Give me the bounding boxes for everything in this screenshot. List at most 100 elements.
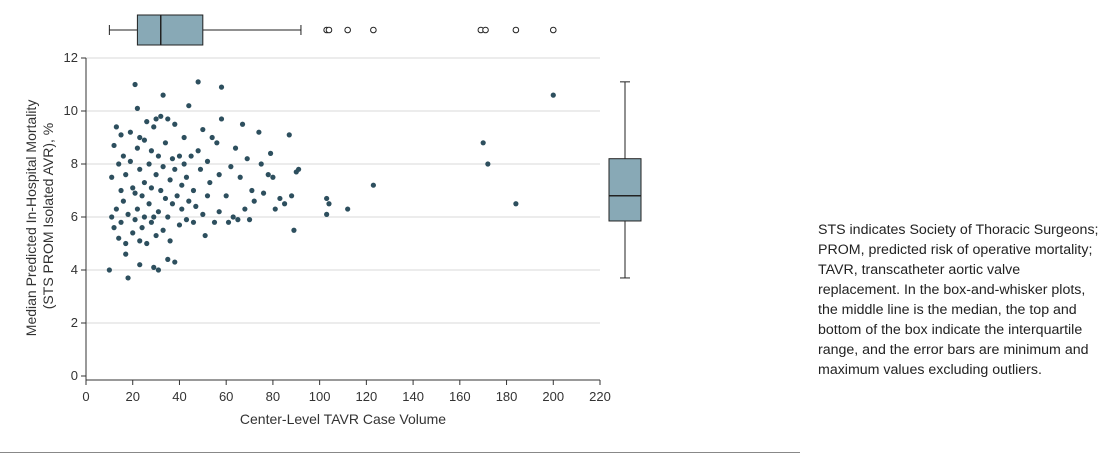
data-point	[209, 134, 215, 141]
data-point	[223, 193, 229, 199]
data-point	[141, 137, 148, 143]
x-tick-label: 40	[172, 389, 186, 404]
x-tick-label: 180	[496, 389, 518, 404]
y-axis-title: Median Predicted In-Hospital Mortality (…	[23, 96, 56, 336]
data-point	[169, 156, 176, 162]
data-point	[235, 217, 241, 223]
x-tick-label: 20	[125, 389, 139, 404]
data-point	[120, 153, 126, 159]
data-point	[291, 227, 297, 233]
data-point	[370, 182, 376, 188]
data-point	[116, 235, 122, 241]
data-point	[179, 182, 185, 188]
data-point	[244, 156, 250, 162]
data-point	[155, 153, 162, 159]
data-point	[151, 264, 157, 270]
data-point	[153, 172, 159, 178]
data-point	[485, 161, 491, 167]
y-tick-label: 8	[71, 156, 78, 171]
data-point	[139, 193, 145, 199]
data-point	[120, 198, 126, 204]
data-point	[151, 124, 157, 130]
data-point	[113, 206, 119, 212]
data-point	[228, 164, 234, 170]
data-point	[179, 206, 185, 212]
data-point	[146, 161, 152, 167]
x-box-outlier	[344, 26, 351, 34]
scatter-points	[106, 79, 556, 281]
data-point	[260, 190, 267, 196]
data-point	[183, 217, 190, 223]
data-point	[218, 116, 225, 122]
data-point	[134, 145, 140, 151]
x-boxplot	[108, 14, 557, 46]
data-point	[132, 190, 138, 196]
data-point	[272, 206, 278, 212]
data-point	[127, 129, 133, 135]
data-point	[139, 225, 145, 231]
data-point	[155, 267, 162, 273]
x-tick-label: 80	[266, 389, 280, 404]
x-tick-label: 160	[449, 389, 471, 404]
data-point	[183, 174, 190, 180]
data-point	[165, 214, 171, 220]
data-point	[172, 166, 178, 172]
data-point	[137, 238, 143, 244]
data-point	[324, 195, 330, 202]
data-point	[148, 148, 155, 154]
data-point	[148, 185, 155, 191]
data-point	[160, 164, 166, 170]
data-point	[277, 195, 283, 202]
data-point	[162, 140, 169, 146]
data-point	[169, 201, 176, 207]
y-tick-label: 6	[71, 209, 78, 224]
y-box-iqr	[608, 158, 642, 222]
data-point	[286, 132, 292, 138]
x-tick-label: 100	[309, 389, 331, 404]
data-point	[176, 222, 183, 228]
data-point	[216, 172, 222, 178]
data-point	[137, 262, 143, 268]
data-point	[165, 116, 171, 122]
data-point	[141, 179, 148, 186]
data-point	[190, 219, 197, 225]
y-axis-title-line-2: (STS PROM Isolated AVR), %	[40, 123, 56, 309]
data-point	[137, 166, 143, 172]
data-point	[211, 219, 218, 225]
data-point	[172, 259, 178, 265]
data-point	[167, 238, 173, 244]
data-point	[296, 166, 302, 172]
y-tick-label: 12	[64, 50, 78, 65]
data-point	[186, 198, 192, 204]
data-point	[167, 177, 173, 183]
x-box-outlier	[512, 26, 520, 34]
data-point	[158, 187, 164, 194]
data-point	[158, 113, 164, 119]
data-point	[181, 134, 187, 141]
x-tick-label: 220	[589, 389, 611, 404]
data-point	[281, 201, 288, 207]
data-point	[111, 142, 117, 149]
data-point	[200, 211, 206, 217]
data-point	[195, 79, 201, 85]
data-point	[116, 161, 122, 167]
data-point	[174, 193, 180, 199]
x-tick-label: 60	[219, 389, 233, 404]
data-point	[118, 132, 124, 138]
data-point	[188, 153, 194, 159]
data-point	[204, 158, 211, 164]
data-point	[197, 166, 204, 172]
data-point	[155, 209, 162, 215]
data-point	[207, 179, 213, 186]
data-point	[249, 187, 255, 194]
x-box-outlier	[549, 26, 557, 34]
data-point	[109, 214, 115, 220]
data-point	[513, 201, 519, 207]
data-point	[123, 172, 129, 178]
data-point	[125, 275, 131, 281]
data-point	[195, 148, 201, 154]
data-point	[137, 134, 143, 141]
data-point	[214, 140, 220, 146]
data-point	[480, 140, 486, 146]
y-gridlines	[86, 57, 600, 324]
